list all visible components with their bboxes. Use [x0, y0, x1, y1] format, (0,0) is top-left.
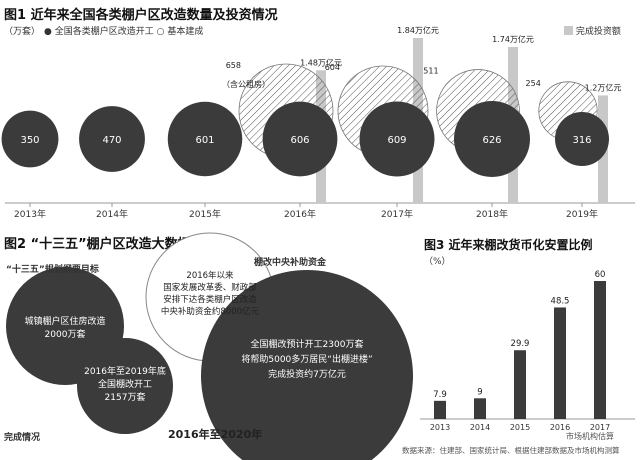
start-bubble: [262, 101, 338, 177]
funds-header: 棚改中央补助资金: [254, 258, 327, 268]
done-label: 254: [526, 79, 541, 88]
start-bubbles: [1, 101, 609, 177]
fig1-labels: 350 2013年 470 2014年 601 2015年 1.48万亿元 658 606 201…: [14, 25, 621, 220]
legend-start-label: 全国各类棚户区改造开工: [54, 27, 154, 37]
target-text-line3: 完成投资约7万亿元: [268, 370, 346, 380]
bar: [474, 398, 486, 419]
start-label: 350: [20, 135, 39, 146]
fig3-chart: 7.9 2013 9 2014 29.9 2015 48.5 2016 60 2017: [420, 270, 635, 432]
fig1-unit: （万套）: [4, 27, 41, 37]
done-label: 604: [325, 63, 340, 72]
start-bubble: [1, 110, 59, 168]
progress-text: 2016年至2019年底 全国棚改开工 2157万套: [84, 367, 166, 403]
start-bubble: [79, 106, 145, 172]
done-annotation: （含公租房）: [222, 79, 270, 89]
bar-value-label: 9: [477, 387, 482, 397]
progress-circle: [77, 338, 173, 434]
goal-header: “十三五”规划纲要目标: [6, 265, 99, 275]
x-tick-label: 2015: [510, 423, 530, 432]
bar-value-label: 29.9: [511, 339, 530, 349]
goal-text: 城镇棚户区住房改造 2000万套: [24, 317, 106, 340]
start-bubble: [555, 112, 609, 166]
fig3-bars: 7.9 2013 9 2014 29.9 2015 48.5 2016 60 2017: [430, 270, 610, 432]
target-text: 全国棚改预计开工2300万套 将帮助5000多万居民“出棚进楼” 完成投资约7万…: [228, 338, 386, 383]
legend-done-marker: ○: [156, 27, 165, 37]
x-tick-label: 2018年: [476, 208, 508, 220]
invest-label: 1.74万亿元: [492, 34, 534, 44]
target-text-line1: 全国棚改预计开工2300万套: [250, 340, 364, 350]
bar-value-label: 60: [595, 270, 606, 280]
legend-start-marker: ●: [44, 27, 52, 37]
bar: [554, 307, 566, 419]
legend-done-label: 基本建成: [167, 27, 204, 37]
fig1-title: 图1 近年来全国各类棚户区改造数量及投资情况: [4, 8, 278, 23]
fig1-chart: 350 2013年 470 2014年 601 2015年 1.48万亿元 658 606 201…: [1, 25, 635, 220]
fig1-invest-legend: 完成投资额: [564, 24, 621, 37]
fig2-chart: [6, 232, 413, 460]
progress-label: 完成情况: [4, 433, 41, 443]
source-note: 数据来源：住建部、国家统计局、根据住建部数据及市场机构测算: [402, 446, 620, 455]
invest-label: 1.84万亿元: [397, 25, 439, 35]
start-label: 316: [572, 135, 591, 146]
start-label: 601: [195, 135, 214, 146]
bar-value-label: 48.5: [551, 296, 570, 306]
done-label: 658: [226, 61, 241, 70]
fig2-title: 图2 “十三五”棚户区改造大数据: [4, 237, 191, 252]
x-tick-label: 2013: [430, 423, 450, 432]
start-bubble: [167, 101, 243, 177]
bar: [514, 350, 526, 419]
x-tick-label: 2016年: [284, 208, 316, 220]
fig3-unit: （%）: [424, 257, 451, 267]
funds-text: 2016年以来 国家发展改革委、财政部 安排下达各类棚户区改造 中央补助资金约8…: [160, 271, 260, 317]
done-label: 511: [423, 67, 438, 76]
start-label: 470: [102, 135, 121, 146]
x-tick-label: 2017: [590, 423, 610, 432]
x-tick-label: 2016: [550, 423, 570, 432]
x-tick-label: 2013年: [14, 208, 46, 220]
start-label: 626: [482, 135, 501, 146]
bar-value-label: 7.9: [433, 390, 447, 400]
target-circle: [201, 270, 413, 460]
x-tick-label: 2015年: [189, 208, 221, 220]
start-bubble: [359, 101, 435, 177]
invest-label: 1.2万亿元: [585, 82, 622, 92]
fig3-estimate-note: 市场机构估算: [566, 432, 614, 441]
start-label: 606: [290, 135, 309, 146]
x-tick-label: 2014: [470, 423, 490, 432]
bar: [434, 400, 446, 419]
legend-invest-swatch: [564, 26, 573, 35]
start-bubble: [454, 101, 530, 177]
x-tick-label: 2019年: [566, 208, 598, 220]
invest-label: 1.48万亿元: [300, 57, 342, 67]
target-text-line2: 将帮助5000多万居民“出棚进楼”: [241, 355, 373, 365]
x-tick-label: 2014年: [96, 208, 128, 220]
fig1-legend: ● 全国各类棚户区改造开工 ○ 基本建成: [44, 24, 203, 37]
period-label: 2016年至2020年: [168, 428, 263, 441]
fig3-title: 图3 近年来棚改货币化安置比例: [424, 238, 593, 252]
bar: [594, 281, 606, 419]
start-label: 609: [387, 135, 406, 146]
legend-invest-label: 完成投资额: [575, 27, 621, 37]
x-tick-label: 2017年: [381, 208, 413, 220]
